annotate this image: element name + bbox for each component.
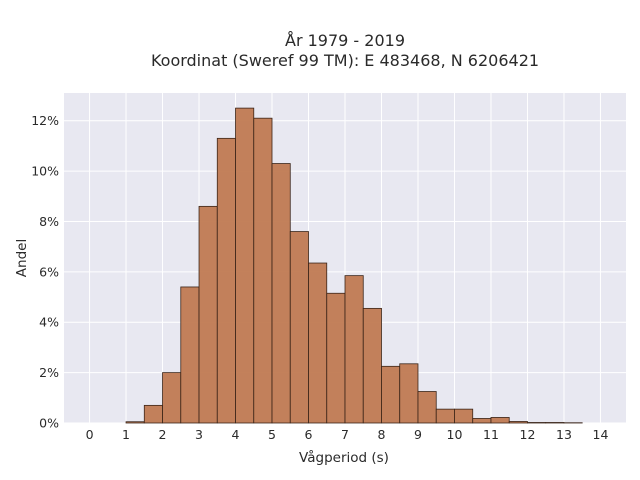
histogram-bar <box>326 292 346 424</box>
histogram-bar <box>235 107 255 424</box>
histogram-bar <box>271 163 291 424</box>
histogram-bar <box>472 418 492 424</box>
histogram-bar <box>162 372 182 424</box>
histogram-bar <box>180 286 200 424</box>
histogram-bar <box>417 391 437 424</box>
y-tick-label: 10% <box>31 164 59 179</box>
histogram-bar <box>381 365 401 424</box>
histogram-bar <box>216 137 236 424</box>
x-tick-label: 1 <box>122 427 130 442</box>
histogram-bar <box>198 205 218 424</box>
x-tick-label: 8 <box>378 427 386 442</box>
histogram-bar <box>545 422 565 424</box>
x-tick-label: 10 <box>447 427 463 442</box>
bars-group <box>125 107 583 424</box>
histogram-bar <box>454 408 474 424</box>
x-tick-label: 11 <box>483 427 499 442</box>
x-tick-label: 7 <box>341 427 349 442</box>
chart-title-line1: År 1979 - 2019 <box>285 31 405 50</box>
x-axis-label: Vågperiod (s) <box>299 449 389 466</box>
y-tick-label: 2% <box>39 365 59 380</box>
histogram-bar <box>399 363 419 424</box>
histogram-bar <box>308 262 328 424</box>
histogram-bar <box>125 421 145 424</box>
histogram-bar <box>508 421 528 424</box>
y-tick-label: 6% <box>39 264 59 279</box>
y-tick-label: 8% <box>39 214 59 229</box>
x-tick-label: 4 <box>232 427 240 442</box>
y-tick-label: 4% <box>39 315 59 330</box>
x-axis-ticks: 0 1 2 3 4 5 6 7 8 9 10 11 12 13 14 <box>86 427 609 442</box>
grid-lines <box>64 93 626 424</box>
histogram-bar <box>253 117 273 424</box>
y-axis-ticks: 0% 2% 4% 6% 8% 10% 12% <box>31 113 59 430</box>
x-tick-label: 2 <box>159 427 167 442</box>
x-tick-label: 13 <box>556 427 572 442</box>
chart-title-line2: Koordinat (Sweref 99 TM): E 483468, N 62… <box>151 51 539 70</box>
x-tick-label: 5 <box>268 427 276 442</box>
histogram-bar <box>490 417 510 424</box>
histogram-bar <box>362 307 382 424</box>
x-tick-label: 14 <box>593 427 609 442</box>
x-tick-label: 6 <box>305 427 313 442</box>
y-tick-label: 12% <box>31 113 59 128</box>
histogram-bar <box>289 231 309 424</box>
x-tick-label: 0 <box>86 427 94 442</box>
histogram-bar <box>344 275 364 424</box>
y-tick-label: 0% <box>39 416 59 431</box>
x-tick-label: 12 <box>520 427 536 442</box>
x-tick-label: 9 <box>414 427 422 442</box>
histogram-bar <box>435 408 455 424</box>
histogram-bar <box>527 422 547 424</box>
histogram-bar <box>143 404 163 424</box>
x-tick-label: 3 <box>195 427 203 442</box>
y-axis-label: Andel <box>14 239 30 277</box>
